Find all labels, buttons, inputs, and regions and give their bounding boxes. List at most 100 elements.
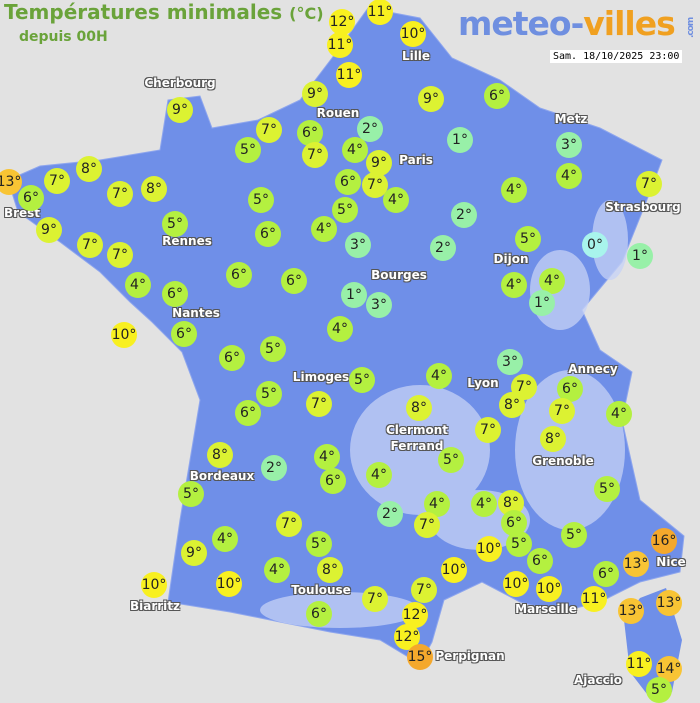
temperature-marker[interactable]: 5° [438, 447, 464, 473]
temperature-marker[interactable]: 10° [476, 536, 502, 562]
temperature-marker[interactable]: 13° [0, 169, 22, 195]
temperature-marker[interactable]: 13° [618, 598, 644, 624]
temperature-marker[interactable]: 4° [125, 272, 151, 298]
temperature-marker[interactable]: 12° [329, 9, 355, 35]
temperature-marker[interactable]: 8° [317, 557, 343, 583]
temperature-marker[interactable]: 10° [111, 322, 137, 348]
temperature-marker[interactable]: 5° [515, 226, 541, 252]
temperature-marker[interactable]: 7° [302, 142, 328, 168]
temperature-marker[interactable]: 10° [536, 576, 562, 602]
temperature-marker[interactable]: 10° [141, 572, 167, 598]
temperature-marker[interactable]: 1° [341, 282, 367, 308]
temperature-marker[interactable]: 7° [636, 171, 662, 197]
temperature-marker[interactable]: 6° [171, 321, 197, 347]
temperature-marker[interactable]: 4° [471, 491, 497, 517]
temperature-marker[interactable]: 5° [248, 187, 274, 213]
temperature-marker[interactable]: 4° [327, 316, 353, 342]
temperature-marker[interactable]: 3° [497, 349, 523, 375]
temperature-marker[interactable]: 9° [418, 86, 444, 112]
temperature-marker[interactable]: 4° [264, 557, 290, 583]
temperature-marker[interactable]: 6° [320, 468, 346, 494]
temperature-marker[interactable]: 4° [383, 187, 409, 213]
temperature-marker[interactable]: 7° [549, 398, 575, 424]
temperature-marker[interactable]: 12° [402, 602, 428, 628]
temperature-marker[interactable]: 6° [18, 185, 44, 211]
temperature-marker[interactable]: 6° [219, 345, 245, 371]
temperature-marker[interactable]: 10° [216, 571, 242, 597]
temperature-marker[interactable]: 2° [451, 202, 477, 228]
temperature-marker[interactable]: 4° [556, 163, 582, 189]
temperature-marker[interactable]: 8° [540, 426, 566, 452]
temperature-marker[interactable]: 4° [501, 272, 527, 298]
temperature-marker[interactable]: 16° [651, 528, 677, 554]
temperature-marker[interactable]: 5° [594, 476, 620, 502]
temperature-marker[interactable]: 11° [367, 0, 393, 25]
temperature-marker[interactable]: 6° [162, 281, 188, 307]
temperature-marker[interactable]: 7° [475, 417, 501, 443]
temperature-marker[interactable]: 4° [606, 401, 632, 427]
temperature-marker[interactable]: 13° [623, 551, 649, 577]
temperature-marker[interactable]: 5° [561, 522, 587, 548]
temperature-marker[interactable]: 4° [314, 444, 340, 470]
temperature-marker[interactable]: 9° [302, 81, 328, 107]
temperature-marker[interactable]: 1° [447, 127, 473, 153]
temperature-marker[interactable]: 5° [306, 531, 332, 557]
temperature-marker[interactable]: 3° [556, 132, 582, 158]
temperature-marker[interactable]: 4° [426, 363, 452, 389]
temperature-marker[interactable]: 2° [261, 455, 287, 481]
temperature-marker[interactable]: 5° [260, 336, 286, 362]
temperature-marker[interactable]: 6° [297, 120, 323, 146]
temperature-marker[interactable]: 5° [349, 367, 375, 393]
temperature-marker[interactable]: 1° [627, 243, 653, 269]
temperature-marker[interactable]: 6° [501, 510, 527, 536]
temperature-marker[interactable]: 7° [44, 168, 70, 194]
temperature-marker[interactable]: 13° [656, 590, 682, 616]
temperature-marker[interactable]: 15° [407, 644, 433, 670]
temperature-marker[interactable]: 4° [212, 526, 238, 552]
temperature-marker[interactable]: 5° [332, 197, 358, 223]
temperature-marker[interactable]: 5° [162, 211, 188, 237]
temperature-marker[interactable]: 7° [276, 511, 302, 537]
temperature-marker[interactable]: 4° [311, 216, 337, 242]
temperature-marker[interactable]: 11° [626, 651, 652, 677]
temperature-marker[interactable]: 5° [506, 531, 532, 557]
temperature-marker[interactable]: 6° [306, 601, 332, 627]
temperature-marker[interactable]: 3° [345, 232, 371, 258]
temperature-marker[interactable]: 4° [366, 462, 392, 488]
temperature-marker[interactable]: 8° [76, 156, 102, 182]
temperature-marker[interactable]: 7° [362, 172, 388, 198]
temperature-marker[interactable]: 1° [529, 290, 555, 316]
temperature-marker[interactable]: 9° [167, 97, 193, 123]
temperature-marker[interactable]: 9° [181, 540, 207, 566]
temperature-marker[interactable]: 6° [255, 221, 281, 247]
temperature-marker[interactable]: 11° [336, 62, 362, 88]
temperature-marker[interactable]: 11° [327, 32, 353, 58]
temperature-marker[interactable]: 10° [503, 571, 529, 597]
temperature-marker[interactable]: 5° [256, 381, 282, 407]
temperature-marker[interactable]: 7° [107, 181, 133, 207]
temperature-marker[interactable]: 7° [107, 242, 133, 268]
temperature-marker[interactable]: 3° [366, 292, 392, 318]
temperature-marker[interactable]: 4° [539, 268, 565, 294]
temperature-marker[interactable]: 7° [414, 512, 440, 538]
temperature-marker[interactable]: 6° [281, 268, 307, 294]
temperature-marker[interactable]: 12° [394, 624, 420, 650]
temperature-marker[interactable]: 5° [235, 137, 261, 163]
temperature-marker[interactable]: 6° [557, 376, 583, 402]
meteo-villes-logo[interactable]: meteo-villes .com [458, 4, 696, 43]
temperature-marker[interactable]: 7° [411, 577, 437, 603]
temperature-marker[interactable]: 8° [406, 395, 432, 421]
temperature-marker[interactable]: 8° [499, 392, 525, 418]
temperature-marker[interactable]: 6° [335, 169, 361, 195]
temperature-marker[interactable]: 8° [141, 176, 167, 202]
temperature-marker[interactable]: 5° [178, 481, 204, 507]
temperature-marker[interactable]: 9° [36, 217, 62, 243]
temperature-marker[interactable]: 2° [377, 501, 403, 527]
temperature-marker[interactable]: 4° [342, 137, 368, 163]
temperature-marker[interactable]: 6° [226, 262, 252, 288]
temperature-marker[interactable]: 7° [256, 117, 282, 143]
temperature-marker[interactable]: 0° [582, 232, 608, 258]
temperature-marker[interactable]: 6° [235, 400, 261, 426]
temperature-marker[interactable]: 2° [430, 235, 456, 261]
temperature-marker[interactable]: 7° [362, 586, 388, 612]
